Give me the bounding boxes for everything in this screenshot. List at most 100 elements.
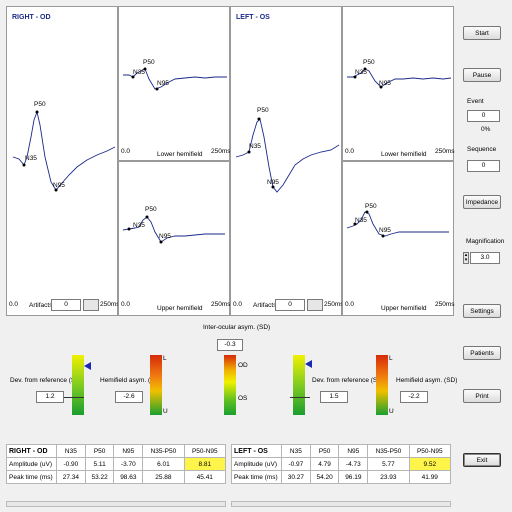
table-cell: 23.93 (367, 470, 410, 484)
table-cell: 30.27 (281, 470, 311, 484)
left-artifacts-field[interactable]: 0 (275, 299, 305, 311)
left-hemi-l-marker: L (389, 355, 393, 362)
right-main-plot: RIGHT - OD P50 N35 N95 0.0 Artifacts 0 2… (6, 6, 120, 316)
right-lower-trace (123, 67, 227, 91)
col-header: N35-P50 (142, 444, 185, 458)
exit-button[interactable]: Exit (463, 453, 501, 467)
left-upper-p50-label: P50 (365, 203, 377, 210)
left-main-x-end: 250ms (324, 301, 344, 308)
event-field[interactable]: 0 (467, 110, 500, 122)
right-artifacts-field[interactable]: 0 (51, 299, 81, 311)
table-cell: 53.22 (84, 470, 115, 484)
right-hemi-value: -2.6 (115, 391, 143, 403)
row-header: Peak time (ms) (231, 470, 282, 484)
right-artifacts-reset[interactable] (83, 299, 99, 311)
col-header: N35 (56, 444, 86, 458)
right-lower-x-end: 250ms (211, 148, 231, 155)
right-upper-p50-label: P50 (145, 206, 157, 213)
right-lower-caption: Lower hemifield (157, 151, 203, 158)
left-upper-n95-label: N95 (379, 227, 391, 234)
left-table-scrollbar[interactable] (231, 501, 451, 507)
left-upper-x-end: 250ms (435, 301, 455, 308)
table-row: LEFT - OS N35 P50 N95 N35-P50 P50-N95 (231, 444, 452, 458)
table-cell: -0.90 (56, 457, 86, 471)
left-hemi-gauge (376, 355, 388, 415)
left-lower-n95-label: N95 (379, 80, 391, 87)
left-upper-plot: P50 N35 N95 0.0 Upper hemifield 250ms (342, 161, 455, 316)
table-cell: 54.20 (309, 470, 340, 484)
pause-button[interactable]: Pause (463, 68, 501, 82)
left-hemi-u-marker: U (389, 408, 394, 415)
left-main-plot: LEFT - OS P50 N35 N95 0.0 Artifacts 0 25… (230, 6, 344, 316)
right-hemi-label: Hemifield asym. (SD) (100, 377, 162, 384)
right-results-table: RIGHT - OD N35 P50 N95 N35-P50 P50-N95 A… (6, 444, 227, 484)
table-cell: 5.77 (367, 457, 410, 471)
right-lower-p50-label: P50 (143, 59, 155, 66)
left-lower-trace (347, 67, 452, 89)
left-dev-label: Dev. from reference (SD) (312, 377, 385, 384)
magnification-spinner[interactable]: ▴ ▾ (463, 252, 469, 264)
right-upper-x-end: 250ms (211, 301, 231, 308)
left-hemi-label: Hemifield asym. (SD) (396, 377, 458, 384)
start-button[interactable]: Start (463, 26, 501, 40)
right-hemi-u-marker: U (163, 408, 168, 415)
impedance-button[interactable]: Impedance (463, 195, 501, 209)
table-cell: 4.79 (309, 457, 340, 471)
table-row: RIGHT - OD N35 P50 N95 N35-P50 P50-N95 (6, 444, 227, 458)
table-row: Amplitude (uV) -0.90 5.11 -3.70 6.01 8.8… (6, 457, 227, 471)
event-percent: 0% (481, 126, 491, 133)
col-header: P50 (309, 444, 340, 458)
right-hemi-gauge (150, 355, 162, 415)
os-marker: OS (238, 395, 248, 402)
left-lower-p50-label: P50 (363, 59, 375, 66)
right-results-title: RIGHT - OD (6, 444, 57, 458)
interocular-value: -0.3 (217, 339, 243, 351)
table-cell: 27.34 (56, 470, 86, 484)
col-header: N35 (281, 444, 311, 458)
left-artifacts-reset[interactable] (307, 299, 323, 311)
right-dev-value: 1.2 (36, 391, 64, 403)
right-dev-indicator (84, 362, 91, 370)
table-row: Peak time (ms) 27.34 53.22 98.63 25.88 4… (6, 470, 227, 484)
print-button[interactable]: Print (463, 389, 501, 403)
table-cell: -4.73 (338, 457, 369, 471)
left-main-trace (235, 117, 340, 193)
table-cell-highlighted: 8.81 (183, 457, 227, 471)
right-main-x-start: 0.0 (9, 301, 19, 308)
settings-button[interactable]: Settings (463, 304, 501, 318)
left-dev-indicator (305, 360, 312, 368)
interocular-label: Inter-ocular asym. (SD) (203, 324, 271, 331)
table-cell: -3.70 (113, 457, 144, 471)
patients-button[interactable]: Patients (463, 346, 501, 360)
table-cell: 25.88 (142, 470, 185, 484)
magnification-label: Magnification (466, 238, 505, 245)
right-lower-x-start: 0.0 (121, 148, 131, 155)
right-upper-x-start: 0.0 (121, 301, 131, 308)
right-upper-caption: Upper hemifield (157, 305, 203, 312)
col-header: N95 (113, 444, 144, 458)
right-upper-plot: P50 N35 N95 0.0 Upper hemifield 250ms (118, 161, 231, 316)
left-main-p50-label: P50 (257, 107, 269, 114)
left-lower-caption: Lower hemifield (381, 151, 427, 158)
left-upper-trace (346, 210, 449, 238)
right-table-scrollbar[interactable] (6, 501, 226, 507)
right-dev-label: Dev. from reference (SD) (10, 377, 83, 384)
sequence-field[interactable]: 0 (467, 160, 500, 172)
left-lower-x-end: 250ms (435, 148, 455, 155)
right-upper-n95-label: N95 (159, 233, 171, 240)
left-main-n35-label: N35 (249, 143, 261, 150)
magnification-field[interactable]: 3.0 (470, 252, 500, 264)
row-header: Amplitude (uV) (231, 457, 282, 471)
right-lower-plot: P50 N35 N95 0.0 Lower hemifield 250ms (118, 6, 231, 161)
col-header: P50-N95 (183, 444, 227, 458)
left-hemi-value: -2.2 (400, 391, 428, 403)
left-main-n95-label: N95 (267, 179, 279, 186)
col-header: N95 (338, 444, 369, 458)
left-results-table: LEFT - OS N35 P50 N95 N35-P50 P50-N95 Am… (231, 444, 452, 484)
left-dev-ref-line (290, 397, 310, 398)
right-dev-ref-line (64, 397, 84, 398)
left-lower-x-start: 0.0 (345, 148, 355, 155)
od-marker: OD (238, 362, 248, 369)
col-header: N35-P50 (367, 444, 410, 458)
